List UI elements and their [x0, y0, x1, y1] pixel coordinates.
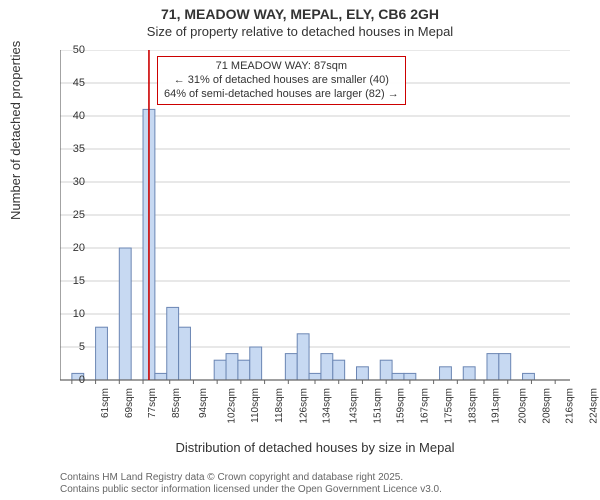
x-tick-label: 77sqm — [147, 388, 158, 418]
x-tick-label: 85sqm — [171, 388, 182, 418]
y-tick-label: 50 — [45, 44, 85, 56]
x-tick-label: 110sqm — [250, 388, 261, 423]
footer-attribution: Contains HM Land Registry data © Crown c… — [60, 472, 570, 496]
y-tick-label: 40 — [45, 110, 85, 122]
x-axis-label: Distribution of detached houses by size … — [60, 440, 570, 455]
y-tick-label: 30 — [45, 176, 85, 188]
x-tick-label: 69sqm — [124, 388, 135, 418]
x-tick-label: 216sqm — [565, 388, 576, 424]
plot-area: 71 MEADOW WAY: 87sqm ← 31% of detached h… — [60, 50, 570, 420]
x-tick-label: 200sqm — [518, 388, 529, 424]
footer-line-2: Contains public sector information licen… — [60, 484, 570, 496]
y-axis-label: Number of detached properties — [8, 41, 23, 220]
chart-title-main: 71, MEADOW WAY, MEPAL, ELY, CB6 2GH — [0, 6, 600, 24]
x-tick-label: 208sqm — [541, 388, 552, 424]
callout-line-1: 71 MEADOW WAY: 87sqm — [164, 60, 399, 74]
x-tick-label: 102sqm — [227, 388, 238, 424]
x-tick-label: 175sqm — [443, 388, 454, 424]
x-tick-label: 134sqm — [322, 388, 333, 424]
y-tick-label: 5 — [45, 341, 85, 353]
y-tick-label: 20 — [45, 242, 85, 254]
x-tick-label: 126sqm — [298, 388, 309, 424]
callout-line-3: 64% of semi-detached houses are larger (… — [164, 88, 399, 102]
y-tick-label: 15 — [45, 275, 85, 287]
x-tick-label: 151sqm — [372, 388, 383, 424]
y-tick-label: 10 — [45, 308, 85, 320]
y-tick-label: 35 — [45, 143, 85, 155]
chart-title-block: 71, MEADOW WAY, MEPAL, ELY, CB6 2GH Size… — [0, 0, 600, 40]
chart-title-sub: Size of property relative to detached ho… — [0, 24, 600, 40]
callout-box: 71 MEADOW WAY: 87sqm ← 31% of detached h… — [157, 56, 406, 105]
x-tick-label: 167sqm — [420, 388, 431, 424]
x-tick-label: 143sqm — [349, 388, 360, 424]
y-tick-label: 25 — [45, 209, 85, 221]
x-tick-label: 224sqm — [589, 388, 600, 424]
histogram-svg — [60, 50, 570, 420]
y-tick-label: 0 — [45, 374, 85, 386]
x-tick-label: 191sqm — [491, 388, 502, 424]
callout-line-2: ← 31% of detached houses are smaller (40… — [164, 74, 399, 88]
y-tick-label: 45 — [45, 77, 85, 89]
x-tick-label: 183sqm — [467, 388, 478, 424]
x-tick-label: 159sqm — [396, 388, 407, 424]
footer-line-1: Contains HM Land Registry data © Crown c… — [60, 472, 570, 484]
x-tick-label: 61sqm — [100, 388, 111, 418]
x-tick-label: 118sqm — [274, 388, 285, 423]
x-tick-label: 94sqm — [198, 388, 209, 418]
